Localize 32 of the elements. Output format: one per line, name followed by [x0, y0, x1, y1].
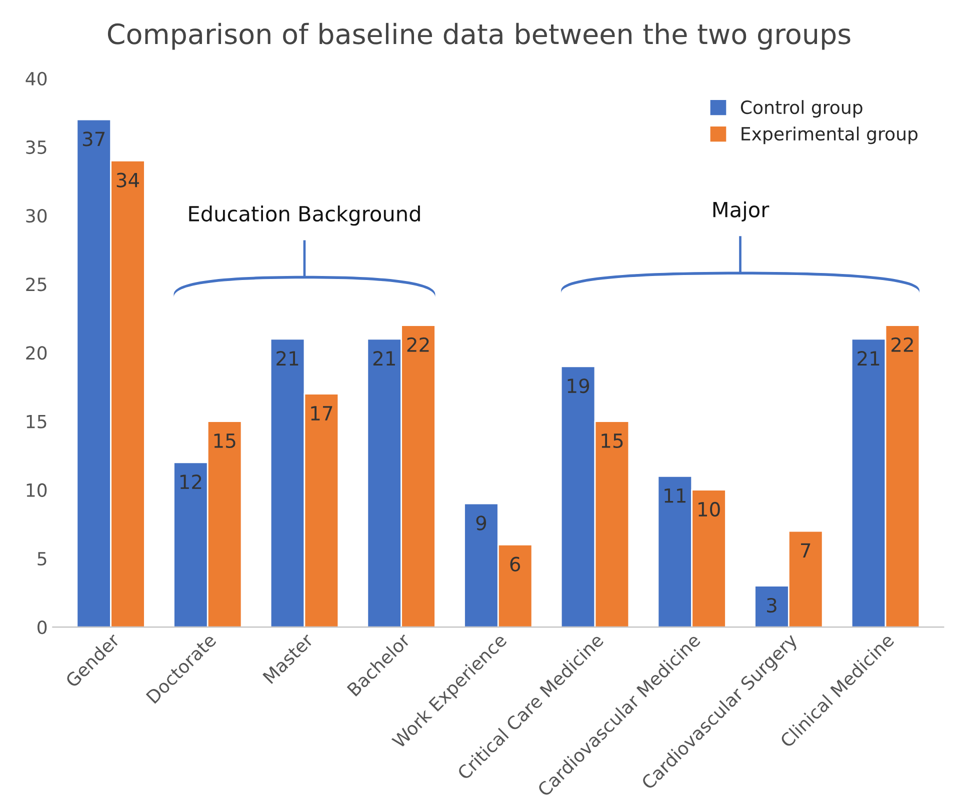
legend-label: Experimental group	[742, 126, 918, 144]
data-label: 9	[476, 516, 486, 530]
chart-title: Comparison of baseline data between the two groups	[108, 22, 850, 50]
y-tick-label: 10	[26, 483, 47, 497]
data-label: 34	[116, 172, 140, 188]
annotation: Education Background	[189, 205, 420, 226]
data-label: 22	[892, 337, 913, 352]
annotation: Major	[713, 201, 770, 222]
data-label: 6	[510, 556, 520, 572]
y-tick-label: 5	[38, 552, 46, 566]
data-label: 17	[311, 406, 332, 420]
y-tick-label: 15	[26, 414, 46, 428]
data-label: 15	[214, 434, 236, 448]
data-label: 7	[801, 543, 810, 558]
data-label: 15	[602, 434, 623, 448]
y-tick-label: 30	[26, 208, 47, 223]
data-label: 21	[858, 351, 880, 366]
data-label: 22	[407, 337, 429, 352]
data-label: 11	[664, 488, 686, 503]
legend-label: Control group	[740, 100, 862, 118]
data-label: 37	[82, 132, 105, 146]
y-tick-label: 35	[26, 140, 46, 154]
data-label: 3	[767, 598, 776, 613]
data-label: 10	[698, 502, 720, 517]
data-label: 21	[276, 351, 298, 366]
data-label: 12	[180, 474, 202, 489]
data-label: 19	[568, 378, 590, 394]
y-tick-label: 25	[26, 278, 46, 292]
data-label: 21	[373, 351, 395, 366]
y-tick-label: 40	[26, 72, 47, 86]
y-tick-label: 20	[26, 346, 47, 360]
y-tick-label: 0	[38, 620, 47, 634]
